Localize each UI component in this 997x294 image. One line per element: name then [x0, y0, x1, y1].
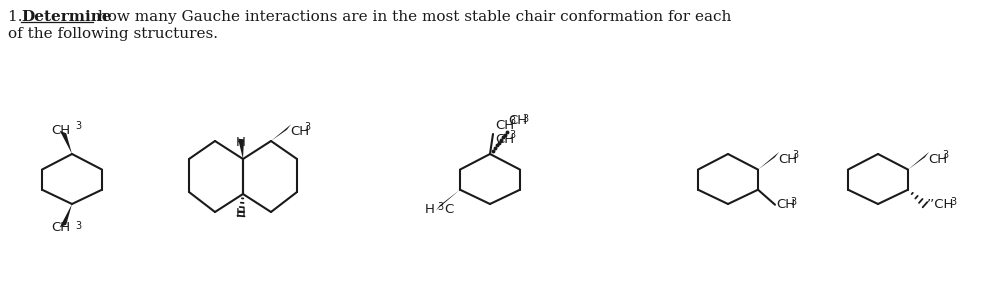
Text: 3: 3 — [304, 122, 310, 132]
Text: Determine: Determine — [21, 10, 112, 24]
Text: 3: 3 — [509, 130, 515, 140]
Text: C: C — [444, 203, 454, 216]
Polygon shape — [436, 190, 460, 211]
Text: CH: CH — [290, 125, 309, 138]
Text: CH: CH — [776, 198, 796, 211]
Text: 3: 3 — [75, 221, 81, 231]
Text: 3: 3 — [75, 121, 81, 131]
Text: 3: 3 — [437, 202, 443, 212]
Polygon shape — [271, 124, 291, 141]
Polygon shape — [908, 152, 929, 170]
Text: CH: CH — [52, 221, 71, 234]
Text: H: H — [425, 203, 435, 216]
Text: CH: CH — [928, 153, 947, 166]
Text: CH: CH — [495, 133, 514, 146]
Text: 3: 3 — [509, 116, 515, 126]
Polygon shape — [238, 139, 244, 159]
Text: CH: CH — [508, 114, 527, 127]
Polygon shape — [60, 131, 72, 154]
Text: 3: 3 — [792, 150, 799, 160]
Text: 3: 3 — [950, 197, 956, 207]
Text: 3: 3 — [522, 114, 528, 124]
Text: CH: CH — [495, 119, 514, 132]
Text: ’’CH: ’’CH — [927, 198, 954, 211]
Text: CH: CH — [778, 153, 798, 166]
Polygon shape — [758, 152, 780, 170]
Polygon shape — [60, 204, 72, 227]
Text: how many Gauche interactions are in the most stable chair conformation for each: how many Gauche interactions are in the … — [93, 10, 732, 24]
Text: 1.: 1. — [8, 10, 27, 24]
Text: 3: 3 — [942, 150, 948, 160]
Text: H: H — [236, 136, 246, 149]
Text: of the following structures.: of the following structures. — [8, 27, 218, 41]
Text: 3: 3 — [790, 197, 797, 207]
Text: H: H — [236, 207, 246, 220]
Text: CH: CH — [52, 124, 71, 137]
